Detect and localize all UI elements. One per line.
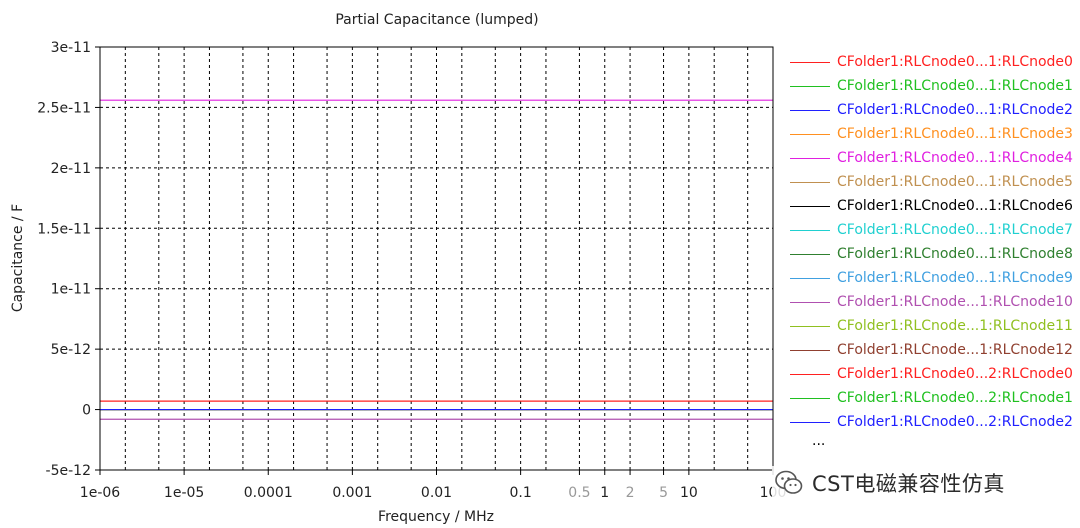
legend-item: CFolder1:RLCnode0...1:RLCnode8 <box>790 242 1080 266</box>
legend-item: CFolder1:RLCnode...1:RLCnode12 <box>790 338 1080 362</box>
x-tick-label: 5 <box>659 485 668 501</box>
legend-swatch <box>790 85 830 87</box>
legend-swatch <box>790 301 830 303</box>
legend-item: CFolder1:RLCnode0...2:RLCnode2 <box>790 410 1080 434</box>
legend-item: CFolder1:RLCnode0...1:RLCnode9 <box>790 266 1080 290</box>
legend-item: CFolder1:RLCnode0...2:RLCnode0 <box>790 362 1080 386</box>
legend-label: CFolder1:RLCnode0...1:RLCnode6 <box>837 198 1073 214</box>
legend-item: CFolder1:RLCnode0...1:RLCnode4 <box>790 146 1080 170</box>
legend-swatch <box>790 325 830 327</box>
watermark: CST电磁兼容性仿真 <box>772 466 1011 500</box>
legend-label: CFolder1:RLCnode0...1:RLCnode0 <box>837 54 1073 70</box>
legend-item: CFolder1:RLCnode0...2:RLCnode1 <box>790 386 1080 410</box>
legend-item: CFolder1:RLCnode0...1:RLCnode6 <box>790 194 1080 218</box>
legend-swatch <box>790 253 830 255</box>
x-tick-label: 0.01 <box>421 485 452 501</box>
legend-label: CFolder1:RLCnode0...1:RLCnode7 <box>837 222 1073 238</box>
axis-ticks: 3e-11 2.5e-11 2e-11 1.5e-11 1e-11 5e-12 0 -5e-1… <box>37 40 786 501</box>
watermark-text: CST电磁兼容性仿真 <box>812 472 1005 496</box>
y-axis-label: Capacitance / F <box>10 204 26 312</box>
x-tick-label: 0.0001 <box>244 485 293 501</box>
legend-item: CFolder1:RLCnode0...1:RLCnode3 <box>790 122 1080 146</box>
legend-item: CFolder1:RLCnode0...1:RLCnode7 <box>790 218 1080 242</box>
legend-swatch <box>790 157 830 159</box>
y-tick-label: 1e-11 <box>51 282 91 298</box>
legend-more: ... <box>812 433 826 449</box>
legend-label: CFolder1:RLCnode0...1:RLCnode8 <box>837 246 1073 262</box>
legend-item: CFolder1:RLCnode0...1:RLCnode1 <box>790 74 1080 98</box>
chart-title: Partial Capacitance (lumped) <box>335 12 538 28</box>
y-tick-label: 0 <box>82 403 91 419</box>
legend-item: CFolder1:RLCnode0...1:RLCnode0 <box>790 50 1080 74</box>
x-axis-label: Frequency / MHz <box>378 509 494 525</box>
x-tick-label: 0.1 <box>509 485 531 501</box>
grid <box>100 47 773 470</box>
legend: CFolder1:RLCnode0...1:RLCnode0 CFolder1:R… <box>790 50 1080 454</box>
legend-label: CFolder1:RLCnode0...1:RLCnode2 <box>837 102 1073 118</box>
y-tick-label: 1.5e-11 <box>37 221 91 237</box>
x-tick-label: 1e-06 <box>80 485 120 501</box>
legend-swatch <box>790 181 830 183</box>
x-tick-label: 1e-05 <box>164 485 204 501</box>
legend-label: CFolder1:RLCnode0...1:RLCnode9 <box>837 270 1073 286</box>
legend-swatch <box>790 373 830 375</box>
legend-label: CFolder1:RLCnode0...1:RLCnode3 <box>837 126 1073 142</box>
y-tick-label: 2.5e-11 <box>37 100 91 116</box>
wechat-icon <box>775 470 803 494</box>
legend-swatch <box>790 397 830 399</box>
legend-swatch <box>790 277 830 279</box>
legend-item: CFolder1:RLCnode0...1:RLCnode2 <box>790 98 1080 122</box>
legend-label: CFolder1:RLCnode0...1:RLCnode5 <box>837 174 1073 190</box>
legend-swatch <box>790 421 830 423</box>
x-tick-label: 10 <box>680 485 698 501</box>
legend-label: CFolder1:RLCnode...1:RLCnode12 <box>837 342 1073 358</box>
legend-item: CFolder1:RLCnode...1:RLCnode10 <box>790 290 1080 314</box>
legend-swatch <box>790 133 830 135</box>
legend-label: CFolder1:RLCnode0...2:RLCnode0 <box>837 366 1073 382</box>
legend-item: CFolder1:RLCnode0...1:RLCnode5 <box>790 170 1080 194</box>
y-tick-label: -5e-12 <box>46 463 91 479</box>
y-tick-label: 5e-12 <box>51 342 91 358</box>
x-tick-label: 1 <box>600 485 609 501</box>
legend-label: CFolder1:RLCnode...1:RLCnode10 <box>837 294 1073 310</box>
legend-label: CFolder1:RLCnode0...2:RLCnode2 <box>837 414 1073 430</box>
series-lines <box>100 99 773 420</box>
legend-item: CFolder1:RLCnode...1:RLCnode11 <box>790 314 1080 338</box>
legend-swatch <box>790 61 830 63</box>
legend-swatch <box>790 229 830 231</box>
x-tick-label: 2 <box>626 485 635 501</box>
x-tick-label: 0.5 <box>568 485 590 501</box>
legend-label: CFolder1:RLCnode0...1:RLCnode1 <box>837 78 1073 94</box>
legend-label: CFolder1:RLCnode0...1:RLCnode4 <box>837 150 1073 166</box>
legend-label: CFolder1:RLCnode...1:RLCnode11 <box>837 318 1073 334</box>
legend-swatch <box>790 349 830 351</box>
legend-label: CFolder1:RLCnode0...2:RLCnode1 <box>837 390 1073 406</box>
legend-swatch <box>790 109 830 111</box>
y-tick-label: 3e-11 <box>51 40 91 56</box>
x-tick-label: 0.001 <box>332 485 372 501</box>
legend-swatch <box>790 205 830 207</box>
y-tick-label: 2e-11 <box>51 161 91 177</box>
